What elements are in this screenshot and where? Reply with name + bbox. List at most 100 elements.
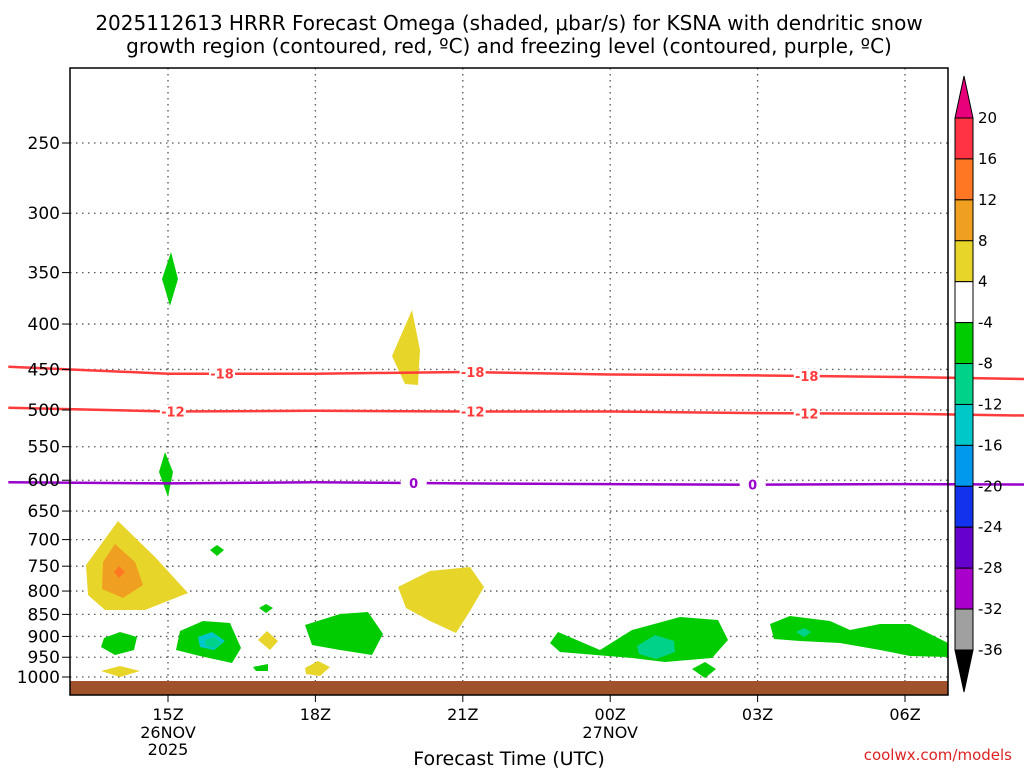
y-tick-label: 1000 [17,668,60,688]
omega-upward-region [162,252,178,306]
omega-downward-region [101,666,140,677]
y-tick-label: 750 [28,557,60,577]
omega-upward-region [259,604,273,613]
contour-label-bg [793,368,820,383]
dendritic-12-label: -12 [461,406,485,421]
x-tick-label: 18Z [300,705,331,724]
x-date-label: 27NOV [582,723,638,742]
x-tick-label: 21Z [447,705,478,724]
y-tick-label: 950 [28,648,60,668]
omega-upward-region [101,632,137,655]
y-tick-label: 850 [28,605,60,625]
contour-label-bg [209,366,236,381]
dendritic-18-label: -18 [461,366,485,381]
surface-ground-strip [70,681,948,695]
colorbar-label: -4 [978,314,993,332]
omega-upward-region [305,612,383,655]
dendritic-12-label: -12 [161,406,185,421]
dendritic-18-line [8,365,1024,381]
omega-upward-region [637,635,675,659]
credit-text: coolwx.com/models [864,746,1012,764]
y-tick-label: 450 [28,360,60,380]
y-tick-label: 500 [28,401,60,421]
colorbar-segment [954,281,974,324]
omega-shading [86,252,948,678]
omega-downward-region [305,661,330,676]
colorbar-segment [954,444,974,487]
omega-upward-region [796,628,811,637]
colorbar-label: 20 [978,109,997,127]
colorbar-segment [954,526,974,569]
omega-upward-region [550,617,728,662]
colorbar-label: -20 [978,477,1003,495]
colorbar-bottom-arrow [954,649,974,693]
colorbar-label: 4 [978,273,988,291]
colorbar-label: -12 [978,395,1003,413]
colorbar-segment [954,322,974,365]
colorbar-label: -24 [978,518,1003,536]
freezing-level-0-label: 0 [409,477,418,492]
colorbar-segment [954,485,974,528]
colorbar-segment [954,158,974,201]
colorbar-segment [954,117,974,160]
contour-label-bg [793,406,820,421]
colorbar: 20 16 12 8 4 -4 -8 -12 -16 -20 -24 -28 -32 -36 [954,75,1003,693]
colorbar-label: -8 [978,355,993,373]
freezing-level-0-label: 0 [748,479,757,494]
omega-downward-region [398,567,484,633]
dendritic-18-label: -18 [795,370,819,385]
y-tick-label: 250 [28,134,60,154]
colorbar-segment [954,403,974,446]
colorbar-segment [954,363,974,405]
contour-label-bg [159,404,186,419]
y-tick-label: 800 [28,582,60,602]
x-tick-label: 15Z [152,705,183,724]
colorbar-label: -16 [978,436,1003,454]
dendritic-18-label: -18 [210,368,234,383]
y-tick-label: 650 [28,502,60,522]
chart-title-line-2: growth region (contoured, red, ºC) and f… [126,34,892,58]
colorbar-label: -28 [978,559,1003,577]
y-tick-label: 600 [28,471,60,491]
omega-upward-region [205,637,221,648]
y-axis: 2503003504004505005506006507007508008509… [17,134,70,688]
gridlines [70,68,948,695]
contour-label-bg [400,476,427,491]
colorbar-segment [954,240,974,283]
freezing-level-0-line [8,480,1024,486]
x-tick-label: 03Z [742,705,773,724]
colorbar-segment [954,608,974,651]
x-axis-title: Forecast Time (UTC) [413,748,604,768]
omega-downward-region [258,631,278,650]
y-tick-label: 350 [28,264,60,284]
x-year-label: 2025 [148,740,189,759]
omega-downward-region [392,310,420,385]
colorbar-label: -36 [978,641,1003,659]
colorbar-label: -32 [978,600,1003,618]
dendritic-12-line [8,406,1024,417]
dendritic-12-label: -12 [795,407,819,422]
omega-upward-region [253,664,268,671]
omega-upward-region [692,662,716,678]
chart-title-line-1: 2025112613 HRRR Forecast Omega (shaded, … [95,11,922,35]
colorbar-segment [954,199,974,242]
colorbar-label: 16 [978,150,997,168]
contour-label-bg [459,404,486,419]
x-tick-label: 06Z [889,705,920,724]
omega-downward-region [86,521,188,610]
colorbar-label: 12 [978,191,997,209]
colorbar-segment [954,567,974,610]
plot-frame [69,67,949,696]
y-tick-label: 700 [28,531,60,551]
y-tick-label: 300 [28,204,60,224]
colorbar-top-arrow [954,75,974,119]
contour-label-bg [459,365,486,380]
x-date-label: 26NOV [140,723,196,742]
contour-lines: -18 -18 -18 -12 -12 -12 0 0 [8,365,1024,494]
omega-upward-region [210,545,224,556]
colorbar-label: 8 [978,232,988,250]
omega-downward-region [114,566,125,578]
y-tick-label: 900 [28,627,60,647]
